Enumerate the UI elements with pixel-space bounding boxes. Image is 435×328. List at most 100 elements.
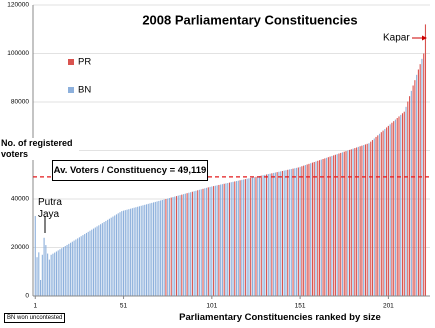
bar [130, 208, 132, 296]
bar [170, 197, 172, 296]
bar [188, 192, 190, 296]
bar [227, 182, 229, 296]
bar [98, 225, 100, 296]
bar [331, 155, 333, 296]
bar [354, 148, 356, 296]
bar [416, 74, 418, 296]
bar [276, 172, 278, 296]
bar [52, 253, 54, 296]
bar [121, 211, 123, 296]
bar [398, 116, 400, 297]
bar [223, 183, 225, 296]
bar [401, 113, 404, 297]
bar [126, 209, 128, 296]
arrow-head [422, 35, 427, 41]
bar [352, 148, 354, 296]
bar [107, 219, 109, 296]
bar [117, 213, 119, 296]
bar [142, 205, 144, 296]
bar [191, 191, 193, 296]
bar [153, 202, 155, 296]
bar [347, 150, 349, 296]
bar [334, 154, 336, 296]
bar [396, 118, 398, 296]
bar [297, 167, 299, 296]
bar [70, 242, 72, 296]
bar [184, 193, 186, 296]
bar [329, 156, 331, 296]
bar [100, 224, 102, 296]
bar [290, 169, 292, 296]
bar [167, 198, 169, 296]
bar [87, 231, 89, 296]
y-tick-label: 120000 [7, 2, 29, 9]
bar [361, 145, 363, 296]
bar [77, 238, 79, 296]
bar [115, 214, 118, 296]
bar [255, 176, 257, 296]
bar [34, 215, 36, 296]
bar [368, 143, 370, 296]
bar [218, 184, 220, 296]
bar [357, 146, 359, 296]
bar [336, 154, 338, 296]
bar [38, 252, 40, 296]
bar [423, 53, 425, 296]
bar [239, 180, 241, 296]
bar [320, 159, 322, 296]
bar [317, 160, 319, 296]
bar [405, 106, 407, 296]
bar [235, 181, 238, 296]
bar [75, 239, 77, 296]
bar [375, 136, 377, 296]
bar [377, 135, 379, 296]
y-tick-label: 20000 [11, 244, 29, 251]
bar [91, 229, 93, 296]
bar [78, 237, 80, 296]
bar [73, 240, 75, 296]
x-tick-label: 151 [295, 303, 306, 310]
bar [216, 185, 218, 296]
bar [382, 130, 384, 296]
bar [363, 145, 365, 296]
bar [214, 185, 216, 296]
y-tick-label: 0 [25, 293, 29, 300]
bar [198, 189, 201, 296]
bar [149, 203, 151, 296]
bar [144, 204, 146, 296]
bar [135, 207, 137, 296]
bar [36, 257, 38, 296]
bar [417, 69, 419, 296]
bar [241, 179, 243, 296]
bar [403, 111, 405, 296]
bar [230, 182, 232, 296]
bar [163, 199, 165, 296]
bar [341, 152, 344, 296]
bar [92, 228, 95, 296]
bar [156, 201, 158, 296]
bar [237, 180, 239, 296]
bar [124, 210, 126, 296]
bar [61, 248, 63, 296]
bar [204, 188, 206, 296]
bar [80, 236, 82, 296]
bar [62, 247, 65, 296]
bar [384, 129, 386, 296]
bar [85, 232, 88, 296]
bar [165, 199, 167, 296]
bar [40, 279, 42, 296]
bar [66, 244, 68, 296]
bar [280, 171, 282, 296]
bar [94, 227, 96, 296]
bar [54, 252, 56, 296]
chart-title: 2008 Parliamentary Constituencies [142, 12, 357, 27]
bar [340, 152, 342, 296]
bar [281, 170, 284, 296]
bar [213, 186, 215, 296]
bar [168, 198, 171, 296]
bar [253, 177, 255, 296]
annotation: Kapar [383, 33, 410, 44]
bar [55, 251, 58, 296]
bar [283, 170, 285, 296]
bar [68, 243, 70, 296]
